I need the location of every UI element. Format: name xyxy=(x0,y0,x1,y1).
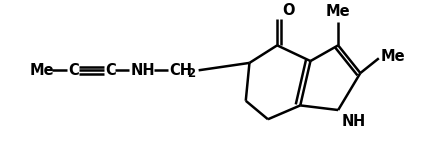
Text: C: C xyxy=(105,63,116,78)
Text: 2: 2 xyxy=(187,67,196,80)
Text: Me: Me xyxy=(381,49,405,64)
Text: Me: Me xyxy=(30,63,54,78)
Text: N: N xyxy=(342,114,354,129)
Text: Me: Me xyxy=(326,4,350,19)
Text: O: O xyxy=(282,3,294,18)
Text: H: H xyxy=(353,114,365,129)
Text: CH: CH xyxy=(169,63,192,78)
Text: NH: NH xyxy=(130,63,155,78)
Text: C: C xyxy=(68,63,79,78)
